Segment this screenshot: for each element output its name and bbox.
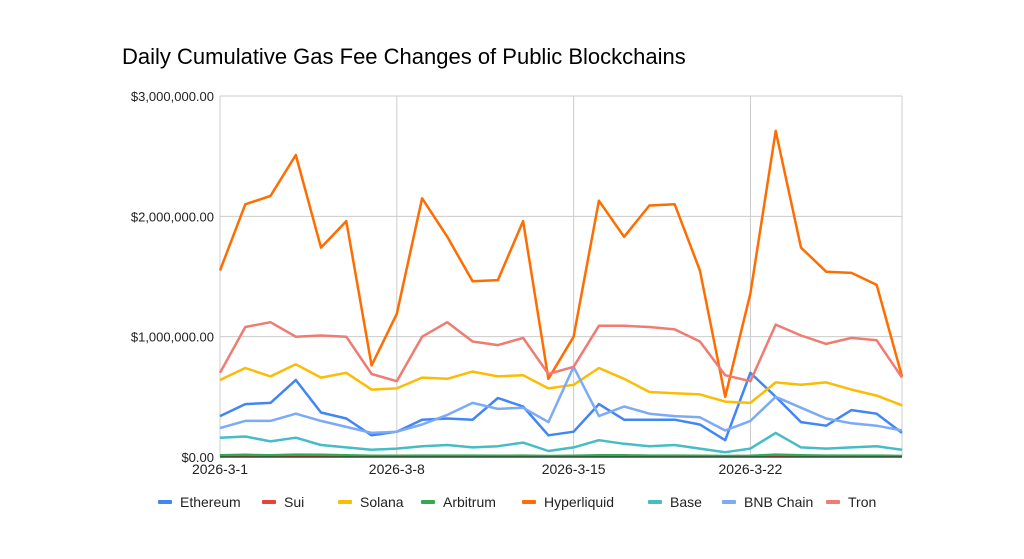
- y-axis-tick-labels: $0.00 $1,000,000.00 $2,000,000.00 $3,000,00…: [131, 89, 214, 465]
- series-line-base: [219, 431, 903, 454]
- series-line-hyperliquid: [218, 129, 904, 399]
- legend-swatch: [522, 500, 536, 504]
- series-line-bnb-chain: [219, 365, 903, 435]
- legend-item: Base: [648, 492, 702, 512]
- legend-swatch: [421, 500, 435, 504]
- legend-swatch: [158, 500, 172, 504]
- legend-item: Arbitrum: [421, 492, 496, 512]
- series-line-tron: [218, 320, 904, 383]
- chart-title: Daily Cumulative Gas Fee Changes of Publ…: [122, 44, 686, 69]
- legend-label: Base: [670, 494, 702, 510]
- y-tick-label: $3,000,000.00: [131, 89, 214, 104]
- legend-item: Hyperliquid: [522, 492, 614, 512]
- legend-item: Sui: [262, 492, 304, 512]
- gridlines: [219, 95, 903, 457]
- legend-item: Solana: [338, 492, 404, 512]
- y-tick-label: $1,000,000.00: [131, 330, 214, 345]
- x-tick-label: 2026-3-15: [542, 461, 606, 477]
- series-lines: [218, 129, 904, 458]
- series-line-arbitrum: [219, 453, 903, 458]
- legend: Ethereum Sui Solana Arbitrum Hyperliquid Base…: [0, 492, 1024, 512]
- legend-item: BNB Chain: [722, 492, 813, 512]
- x-tick-label: 2026-3-8: [369, 461, 425, 477]
- legend-label: BNB Chain: [744, 494, 814, 510]
- legend-swatch: [722, 500, 736, 504]
- legend-swatch: [262, 500, 276, 504]
- legend-item: Ethereum: [158, 492, 241, 512]
- y-tick-label: $2,000,000.00: [131, 209, 214, 224]
- x-tick-label: 2026-3-22: [719, 461, 783, 477]
- legend-swatch: [338, 500, 352, 504]
- legend-label: Hyperliquid: [544, 494, 615, 510]
- legend-swatch: [648, 500, 662, 504]
- x-axis-tick-labels: 2026-3-1 2026-3-8 2026-3-15 2026-3-22: [192, 461, 783, 477]
- series-line-ethereum: [219, 371, 903, 442]
- legend-label: Tron: [848, 494, 877, 510]
- legend-label: Arbitrum: [443, 494, 496, 510]
- legend-label: Ethereum: [180, 494, 241, 510]
- legend-swatch: [826, 500, 840, 504]
- series-line-solana: [219, 363, 903, 407]
- y-tick-label: $0.00: [181, 450, 214, 465]
- legend-item: Tron: [826, 492, 876, 512]
- legend-label: Sui: [284, 494, 305, 510]
- legend-label: Solana: [360, 494, 404, 510]
- x-tick-label: 2026-3-1: [192, 461, 248, 477]
